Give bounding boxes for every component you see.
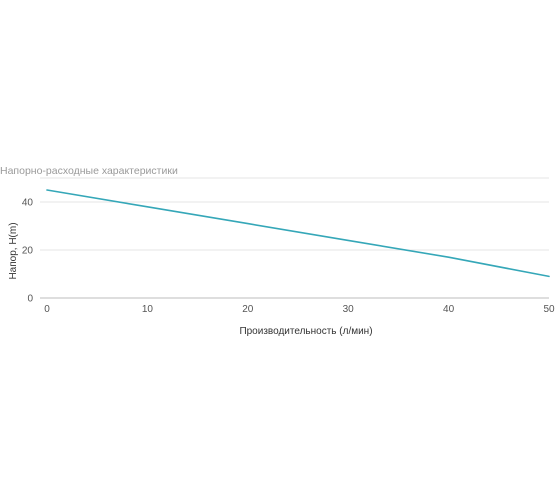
- x-axis-label: Производительность (л/мин): [239, 326, 372, 337]
- x-tick-label: 50: [543, 304, 555, 315]
- y-axis-label: Напор, H(m): [8, 222, 19, 279]
- series-line-0: [46, 189, 550, 278]
- y-tick-label: 40: [22, 198, 34, 209]
- series-layer: [46, 189, 550, 278]
- x-tick-label: 0: [44, 304, 50, 315]
- chart-title: Напорно-расходные характеристики: [0, 165, 178, 177]
- x-tick-label: 10: [142, 304, 154, 315]
- grid-lines: [40, 177, 549, 299]
- x-tick-label: 20: [242, 304, 254, 315]
- x-axis-ticks: 0 10 20 30 40 50: [44, 304, 555, 315]
- x-tick-label: 40: [443, 304, 455, 315]
- y-tick-label: 20: [22, 246, 34, 257]
- x-tick-label: 30: [343, 304, 355, 315]
- y-axis-ticks: 0 20 40: [22, 198, 34, 305]
- y-tick-label: 0: [27, 294, 33, 305]
